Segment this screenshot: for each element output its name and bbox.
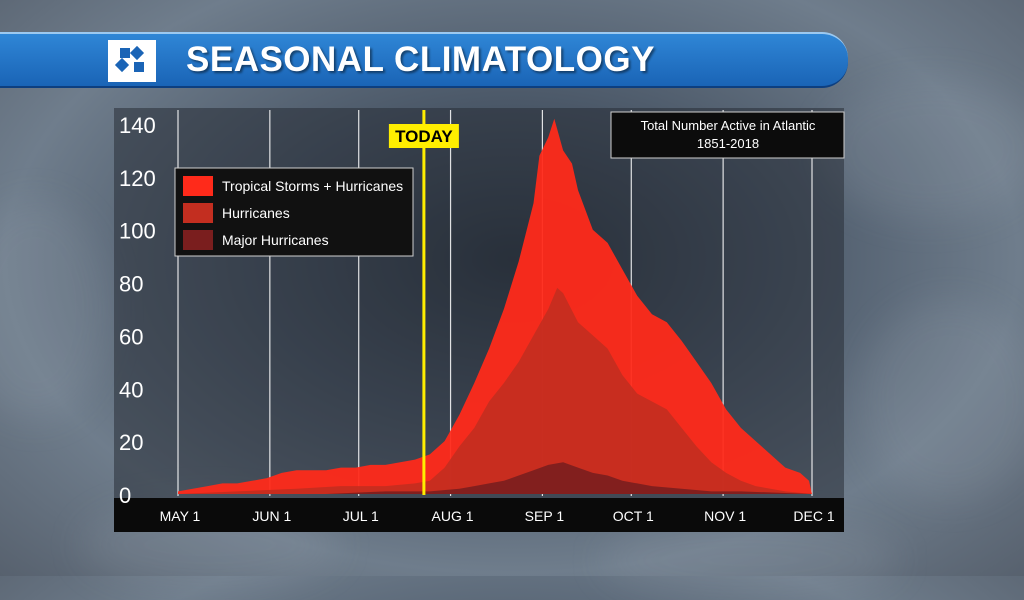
legend-swatch — [183, 203, 213, 223]
y-tick-label: 60 — [119, 324, 143, 349]
y-tick-labels: 140 120 100 80 60 40 20 0 — [119, 113, 156, 508]
y-tick-label: 100 — [119, 219, 156, 244]
station-logo-icon — [114, 45, 145, 73]
y-tick-label: 120 — [119, 166, 156, 191]
y-tick-label: 40 — [119, 377, 143, 402]
x-tick-label: NOV 1 — [704, 508, 746, 524]
legend-label: Hurricanes — [222, 205, 290, 221]
page-title: SEASONAL CLIMATOLOGY — [186, 40, 655, 79]
x-tick-label: MAY 1 — [160, 508, 201, 524]
x-tick-label: JUL 1 — [343, 508, 379, 524]
area-storms-hurricanes — [178, 118, 812, 494]
chart-title-box: Total Number Active in Atlantic 1851-201… — [610, 111, 845, 159]
y-tick-label: 0 — [119, 483, 131, 508]
x-tick-label: JUN 1 — [252, 508, 291, 524]
legend-label: Tropical Storms + Hurricanes — [222, 178, 403, 194]
x-axis-band — [114, 498, 844, 532]
chart: TODAY 140 120 100 80 60 40 20 0 MAY 1 JUN 1 JUL 1… — [114, 108, 845, 532]
y-tick-label: 20 — [119, 430, 143, 455]
chart-subtitle: 1851-2018 — [697, 136, 759, 151]
x-tick-label: DEC 1 — [793, 508, 834, 524]
area-series — [178, 118, 812, 494]
today-label-box — [388, 124, 459, 148]
area-hurricanes — [178, 287, 812, 494]
y-tick-label: 140 — [119, 113, 156, 138]
x-tick-label: OCT 1 — [613, 508, 654, 524]
area-major-hurricanes — [178, 462, 812, 494]
legend-swatch — [183, 176, 213, 196]
logo-box — [108, 40, 156, 82]
header-bar: SEASONAL CLIMATOLOGY — [0, 32, 848, 88]
y-tick-label: 80 — [119, 272, 143, 297]
chart-title: Total Number Active in Atlantic — [641, 118, 816, 133]
x-tick-label: AUG 1 — [432, 508, 474, 524]
legend: Tropical Storms + Hurricanes Hurricanes Ma… — [174, 167, 414, 257]
today-label: TODAY — [395, 127, 453, 146]
x-tick-label: SEP 1 — [525, 508, 565, 524]
x-tick-labels: MAY 1 JUN 1 JUL 1 AUG 1 SEP 1 OCT 1 NOV 1 DEC 1 — [160, 508, 835, 524]
legend-swatch — [183, 230, 213, 250]
legend-label: Major Hurricanes — [222, 232, 329, 248]
today-marker: TODAY — [388, 110, 459, 495]
